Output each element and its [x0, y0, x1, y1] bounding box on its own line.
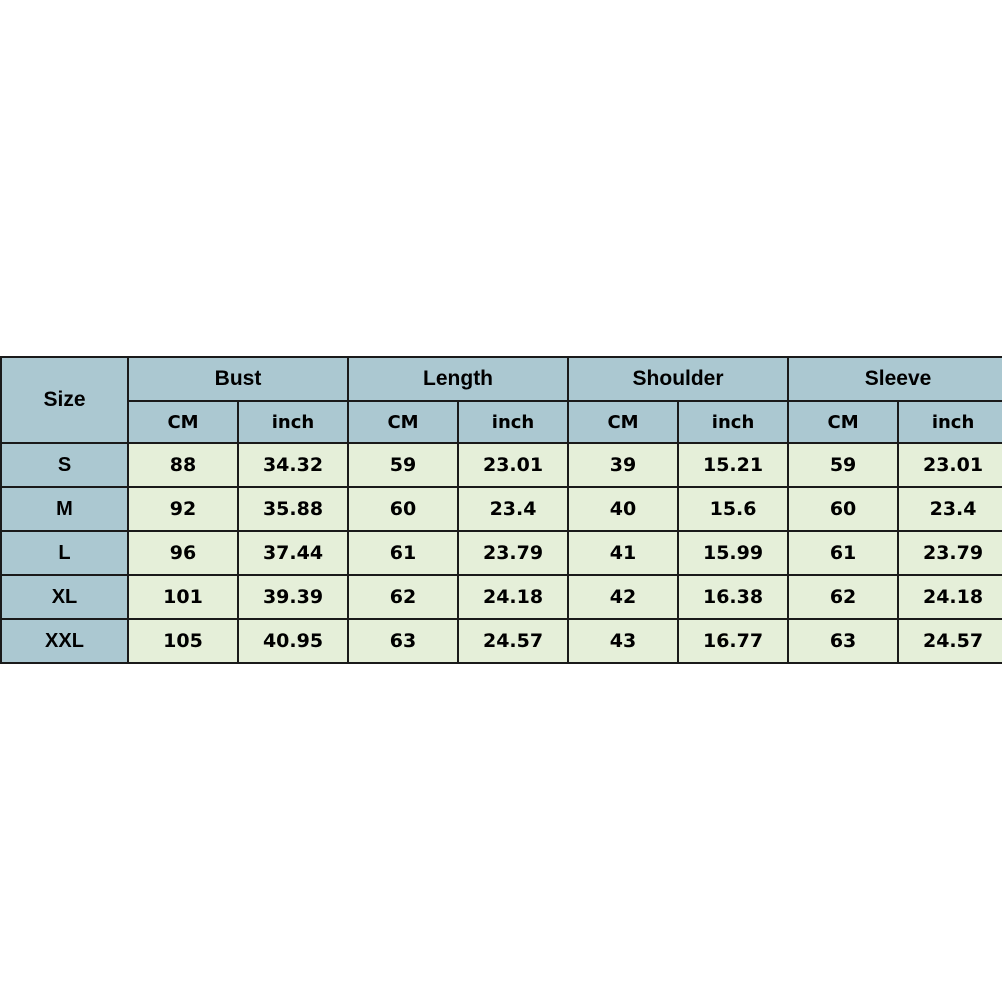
unit-header-bust-cm: CM [127, 400, 239, 444]
measurement-cell: 23.4 [897, 486, 1002, 532]
size-label: L [0, 530, 129, 576]
unit-header-length-inch: inch [457, 400, 570, 444]
measurement-cell: 24.57 [897, 618, 1002, 664]
measurement-cell: 40 [567, 486, 680, 532]
column-group-bust: Bust [126, 356, 350, 402]
unit-header-bust-inch: inch [236, 400, 350, 444]
measurement-cell: 88 [127, 442, 239, 488]
column-group-sleeve: Sleeve [787, 356, 1002, 402]
table-row-xl: XL 101 39.39 62 24.18 42 16.38 62 24.18 [0, 574, 1002, 620]
measurement-cell: 16.77 [677, 618, 790, 664]
measurement-cell: 60 [787, 486, 900, 532]
measurement-cell: 41 [567, 530, 680, 576]
measurement-cell: 23.01 [457, 442, 570, 488]
measurement-cell: 59 [787, 442, 900, 488]
unit-header-row: CM inch CM inch CM inch CM inch [1, 400, 1002, 444]
measurement-cell: 39.39 [236, 574, 350, 620]
size-chart-table: Size Bust Length Shoulder Sleeve CM inch… [0, 356, 1002, 664]
size-column-header: Size [0, 356, 129, 444]
unit-header-shoulder-cm: CM [567, 400, 680, 444]
measurement-cell: 39 [567, 442, 680, 488]
size-label: S [0, 442, 129, 488]
measurement-cell: 42 [567, 574, 680, 620]
measurement-cell: 24.57 [457, 618, 570, 664]
measurement-cell: 40.95 [236, 618, 350, 664]
unit-header-length-cm: CM [347, 400, 460, 444]
column-group-length: Length [347, 356, 570, 402]
measurement-cell: 60 [347, 486, 460, 532]
size-label: XL [0, 574, 129, 620]
measurement-cell: 43 [567, 618, 680, 664]
measurement-cell: 61 [787, 530, 900, 576]
measurement-cell: 24.18 [897, 574, 1002, 620]
measurement-cell: 92 [127, 486, 239, 532]
measurement-cell: 23.79 [457, 530, 570, 576]
table-row-m: M 92 35.88 60 23.4 40 15.6 60 23.4 [0, 486, 1002, 532]
measurement-cell: 61 [347, 530, 460, 576]
measurement-cell: 62 [347, 574, 460, 620]
unit-header-sleeve-cm: CM [787, 400, 900, 444]
measurement-cell: 15.6 [677, 486, 790, 532]
measurement-cell: 24.18 [457, 574, 570, 620]
measurement-cell: 15.99 [677, 530, 790, 576]
measurement-cell: 15.21 [677, 442, 790, 488]
group-header-row: Size Bust Length Shoulder Sleeve [0, 356, 1002, 444]
table-row-l: L 96 37.44 61 23.79 41 15.99 61 23.79 [0, 530, 1002, 576]
measurement-cell: 101 [127, 574, 239, 620]
measurement-cell: 59 [347, 442, 460, 488]
column-group-shoulder: Shoulder [567, 356, 790, 402]
measurement-cell: 37.44 [236, 530, 350, 576]
table-row-s: S 88 34.32 59 23.01 39 15.21 59 23.01 [0, 442, 1002, 488]
unit-header-shoulder-inch: inch [677, 400, 790, 444]
measurement-cell: 23.4 [457, 486, 570, 532]
measurement-cell: 23.01 [897, 442, 1002, 488]
table-row-xxl: XXL 105 40.95 63 24.57 43 16.77 63 24.57 [0, 618, 1002, 664]
measurement-cell: 105 [127, 618, 239, 664]
measurement-cell: 63 [787, 618, 900, 664]
measurement-cell: 63 [347, 618, 460, 664]
unit-header-sleeve-inch: inch [897, 400, 1002, 444]
size-label: M [0, 486, 129, 532]
measurement-cell: 16.38 [677, 574, 790, 620]
measurement-cell: 34.32 [236, 442, 350, 488]
measurement-cell: 96 [127, 530, 239, 576]
size-label: XXL [0, 618, 129, 664]
measurement-cell: 23.79 [897, 530, 1002, 576]
measurement-cell: 35.88 [236, 486, 350, 532]
measurement-cell: 62 [787, 574, 900, 620]
